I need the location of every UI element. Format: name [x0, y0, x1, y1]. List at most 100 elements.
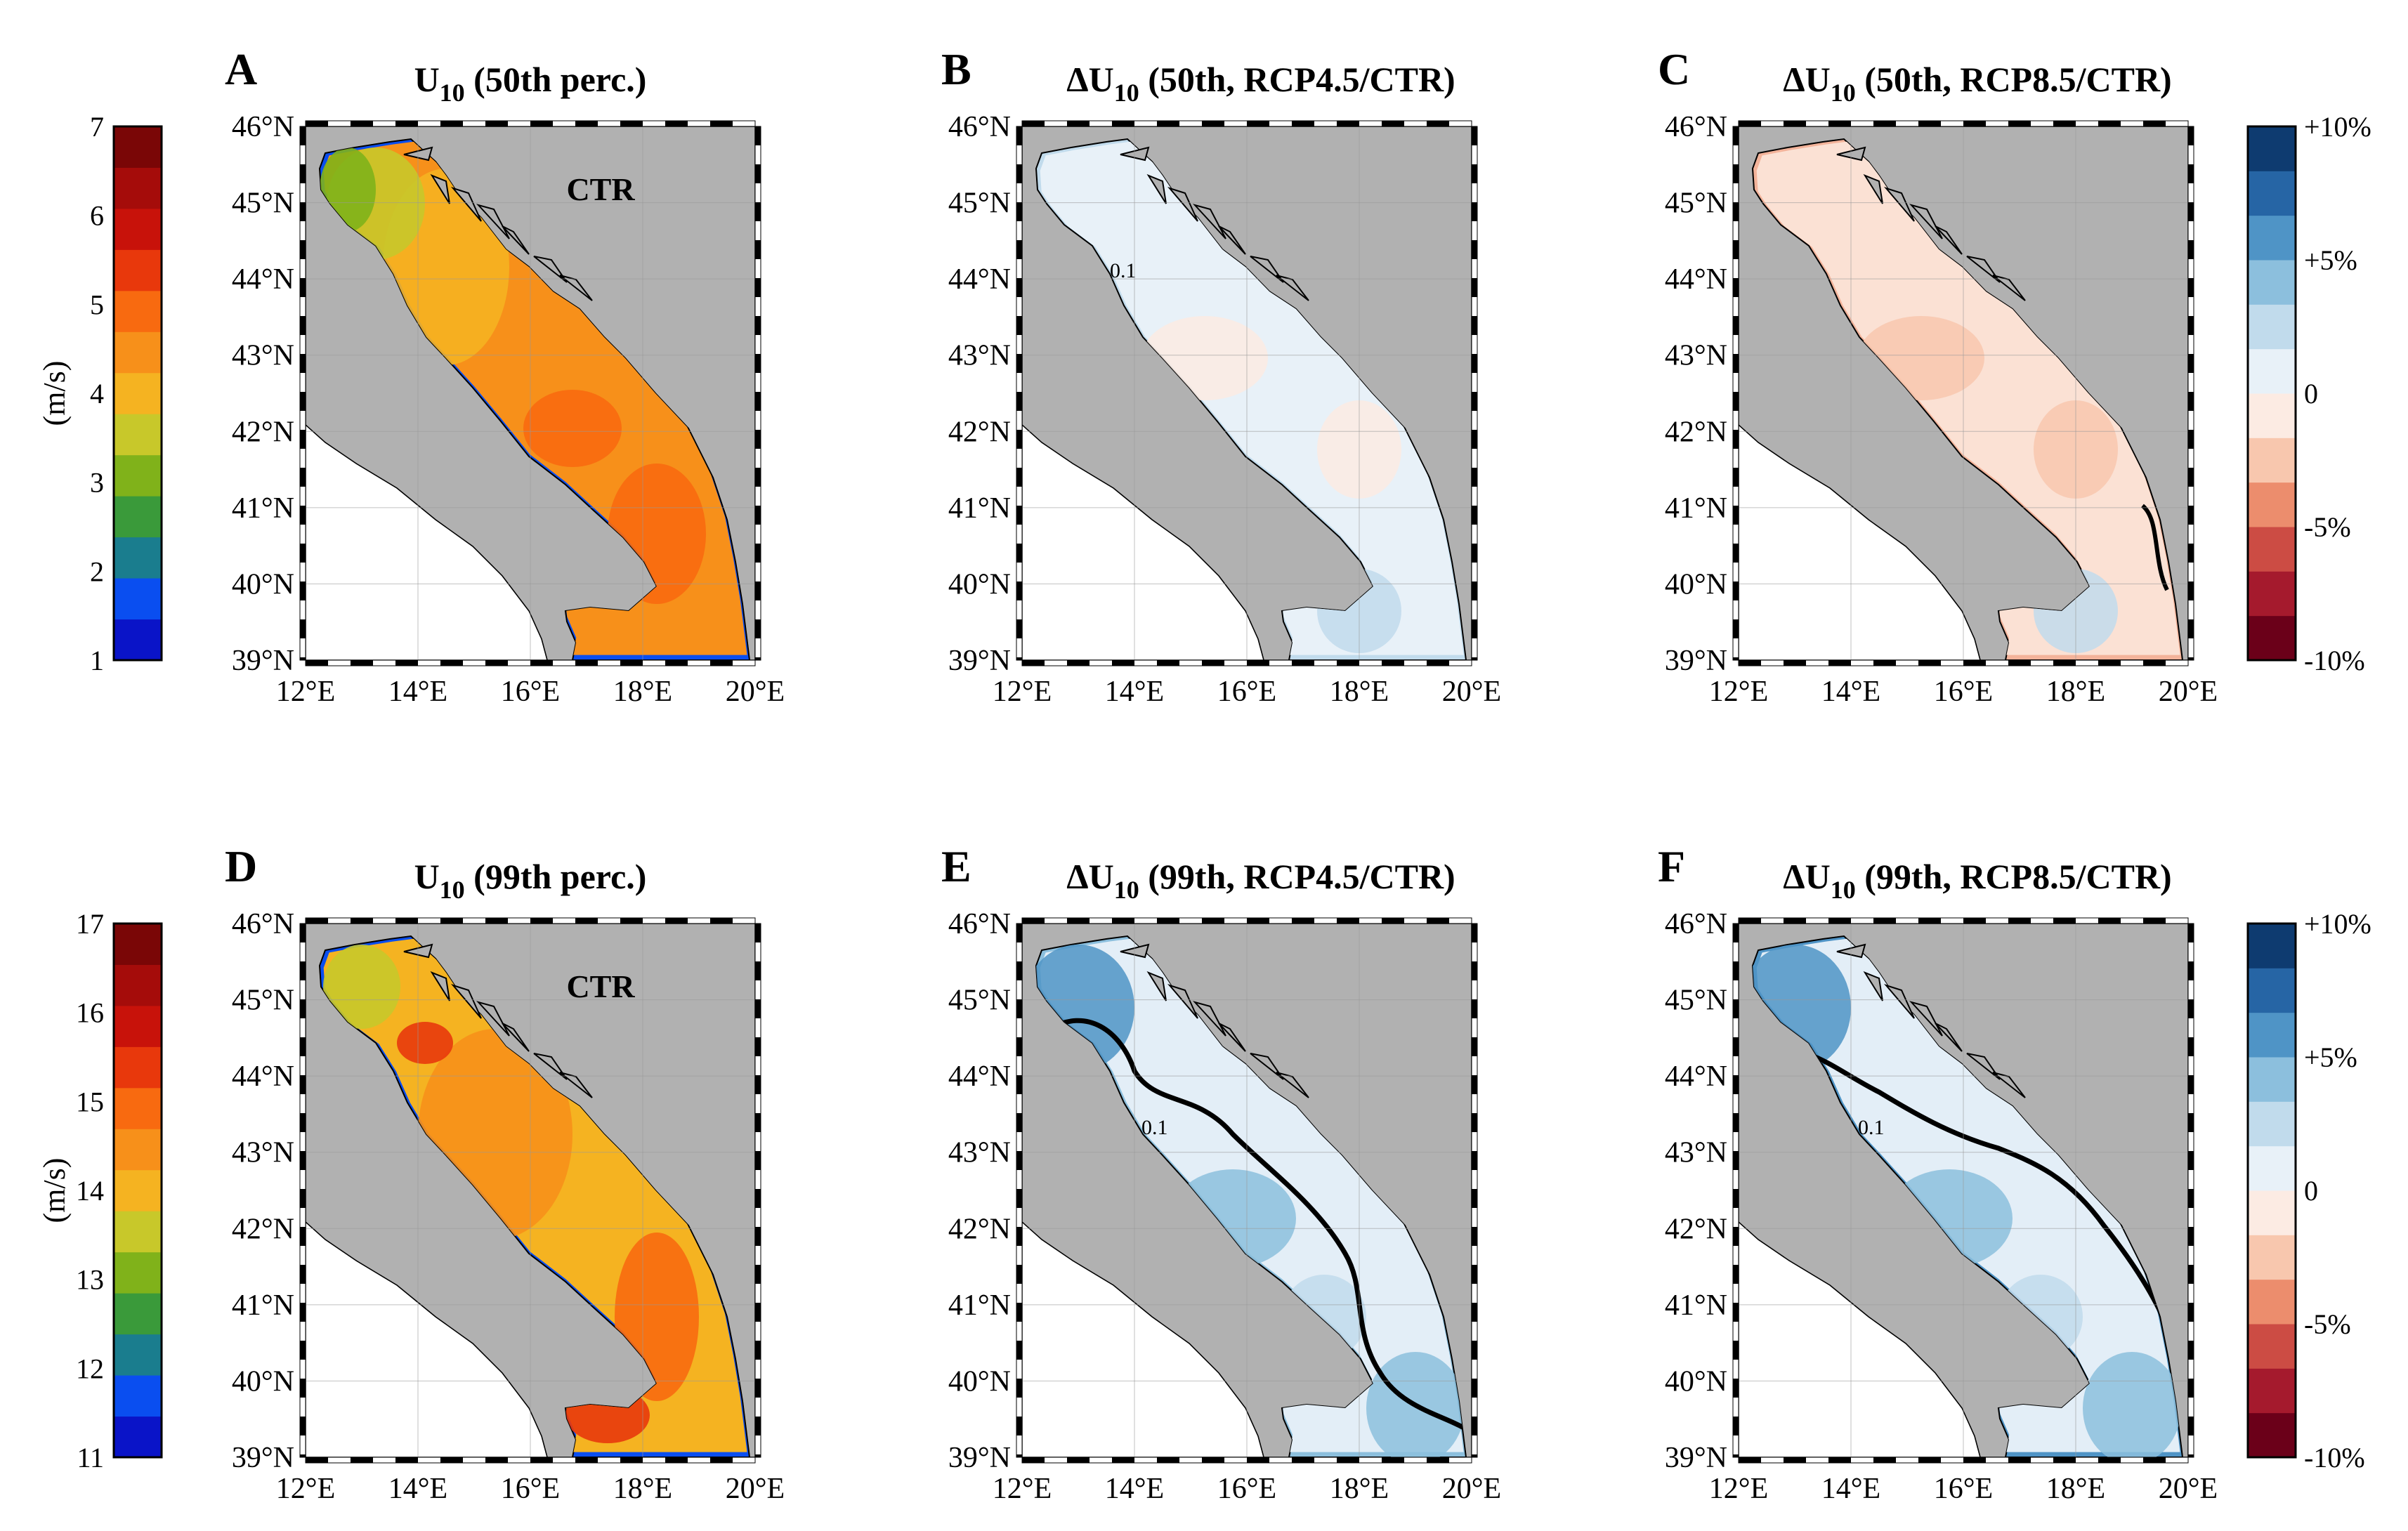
- colorbar-swatch: [114, 331, 162, 374]
- panel-letter: A: [225, 44, 257, 94]
- map-frame-bottom: [1021, 659, 1472, 666]
- lat-tick-label: 44°N: [1665, 1060, 1727, 1093]
- colorbar-tick-label: 6: [90, 200, 104, 232]
- colorbar-swatch: [2248, 527, 2296, 572]
- colorbar-swatch: [114, 924, 162, 965]
- lat-tick-label: 44°N: [948, 263, 1011, 296]
- map-panel-a: 39°N 40°N 41°N 42°N 43°N 44°N 45°N 46°N 12°E 14°E…: [225, 44, 785, 708]
- map-frame-bottom: [1738, 1457, 2189, 1464]
- map-frame-bottom: [1021, 1457, 1472, 1464]
- contour-label: 0.1: [1110, 259, 1137, 282]
- map-frame-left: [299, 126, 306, 661]
- panel-title-main: U: [414, 60, 440, 99]
- field-region: [397, 1022, 453, 1064]
- colorbar-swatch: [2248, 438, 2296, 483]
- panel-title-rest: (99th, RCP4.5/CTR): [1139, 857, 1455, 896]
- lat-tick-label: 39°N: [1665, 645, 1727, 677]
- lat-tick-label: 45°N: [1665, 188, 1727, 220]
- lat-tick-label: 44°N: [232, 1060, 294, 1093]
- lon-tick-label: 20°E: [726, 1473, 785, 1505]
- lat-tick-label: 44°N: [232, 263, 294, 296]
- lat-tick-label: 40°N: [232, 1365, 294, 1398]
- panel-title-rest: (50th, RCP4.5/CTR): [1139, 60, 1455, 99]
- panel-title: ΔU10 (50th, RCP8.5/CTR): [1783, 60, 2171, 107]
- panel-title-main: ΔU: [1066, 60, 1113, 99]
- contour-label: 0.1: [1141, 1116, 1168, 1139]
- lat-tick-label: 45°N: [232, 985, 294, 1017]
- colorbar-frame: [112, 922, 163, 1459]
- lat-tick-label: 45°N: [948, 985, 1011, 1017]
- lon-tick-label: 18°E: [2046, 1473, 2105, 1505]
- colorbar-swatch: [2248, 215, 2296, 261]
- lat-tick-label: 45°N: [1665, 985, 1727, 1017]
- map-frame-top: [305, 120, 756, 127]
- lat-tick-label: 44°N: [948, 1060, 1011, 1093]
- lat-tick-label: 43°N: [1665, 1137, 1727, 1169]
- lat-tick-label: 42°N: [232, 416, 294, 448]
- lat-tick-label: 42°N: [232, 1213, 294, 1245]
- panel-letter: F: [1658, 841, 1685, 891]
- lon-tick-label: 18°E: [613, 1473, 672, 1505]
- field-region: [523, 390, 622, 467]
- colorbar-tick-label: 16: [76, 997, 104, 1029]
- lat-tick-label: 46°N: [1665, 908, 1727, 940]
- lat-tick-label: 46°N: [948, 111, 1011, 143]
- panel-letter: B: [941, 44, 971, 94]
- lon-tick-label: 12°E: [993, 1473, 1052, 1505]
- map-frame-top: [1021, 917, 1472, 924]
- panel-title: ΔU10 (50th, RCP4.5/CTR): [1066, 60, 1455, 107]
- lat-tick-label: 41°N: [1665, 492, 1727, 525]
- map-frame-top: [1021, 120, 1472, 127]
- colorbar-frame: [112, 125, 163, 662]
- panel-title: U10 (99th perc.): [414, 857, 647, 904]
- colorbar-swatch: [2248, 348, 2296, 394]
- lat-tick-label: 43°N: [232, 1137, 294, 1169]
- colorbar-swatch: [114, 1046, 162, 1089]
- colorbar-tick-label: 15: [76, 1086, 104, 1117]
- contour-line: [2140, 504, 2169, 591]
- colorbar-swatch: [2248, 1324, 2296, 1369]
- map-frame-left: [1016, 126, 1023, 661]
- panel-title-subscript: 10: [1831, 79, 1856, 107]
- colorbar-swatch: [114, 578, 162, 620]
- colorbar-swatch: [114, 1169, 162, 1211]
- lon-tick-label: 18°E: [1330, 1473, 1389, 1505]
- lon-tick-label: 18°E: [613, 676, 672, 708]
- colorbar-swatch: [114, 372, 162, 414]
- colorbar-swatch: [2248, 615, 2296, 661]
- lat-tick-label: 41°N: [232, 492, 294, 525]
- colorbar-swatch: [114, 1211, 162, 1253]
- lat-tick-label: 43°N: [948, 340, 1011, 372]
- lat-tick-label: 42°N: [1665, 1213, 1727, 1245]
- colorbar-swatch: [2248, 1235, 2296, 1280]
- lon-tick-label: 14°E: [388, 676, 447, 708]
- ctr-annotation: CTR: [566, 171, 635, 207]
- colorbar-swatch: [2248, 571, 2296, 617]
- colorbar-swatch: [114, 1416, 162, 1458]
- contour-line: [1049, 1018, 1466, 1431]
- colorbar-tick-label: +5%: [2304, 1042, 2357, 1073]
- colorbar-unit-label: (m/s): [37, 361, 72, 426]
- lat-tick-label: 40°N: [1665, 568, 1727, 600]
- colorbar-tick-label: 2: [90, 556, 104, 587]
- colorbar-swatch: [114, 1005, 162, 1047]
- colorbar-tick-label: 3: [90, 467, 104, 499]
- colorbar-tick-label: -10%: [2304, 645, 2365, 676]
- panel-title-rest: (50th, RCP8.5/CTR): [1856, 60, 2172, 99]
- lat-tick-label: 39°N: [948, 1442, 1011, 1474]
- colorbar-swatch: [114, 1334, 162, 1376]
- lon-tick-label: 16°E: [1217, 676, 1276, 708]
- panel-title-rest: (99th, RCP8.5/CTR): [1856, 857, 2172, 896]
- lat-tick-label: 42°N: [1665, 416, 1727, 448]
- map-frame-right: [754, 923, 761, 1458]
- lon-tick-label: 20°E: [2159, 1473, 2218, 1505]
- colorbar-swatch: [114, 964, 162, 1006]
- colorbar-swatch: [2248, 1145, 2296, 1191]
- map-frame-left: [1732, 126, 1739, 661]
- colorbar-swatch: [114, 537, 162, 579]
- map-frame-top: [1738, 120, 2189, 127]
- colorbar-tick-label: 12: [76, 1353, 104, 1384]
- colorbar-tick-label: -5%: [2304, 511, 2351, 543]
- field-region: [2083, 1352, 2181, 1457]
